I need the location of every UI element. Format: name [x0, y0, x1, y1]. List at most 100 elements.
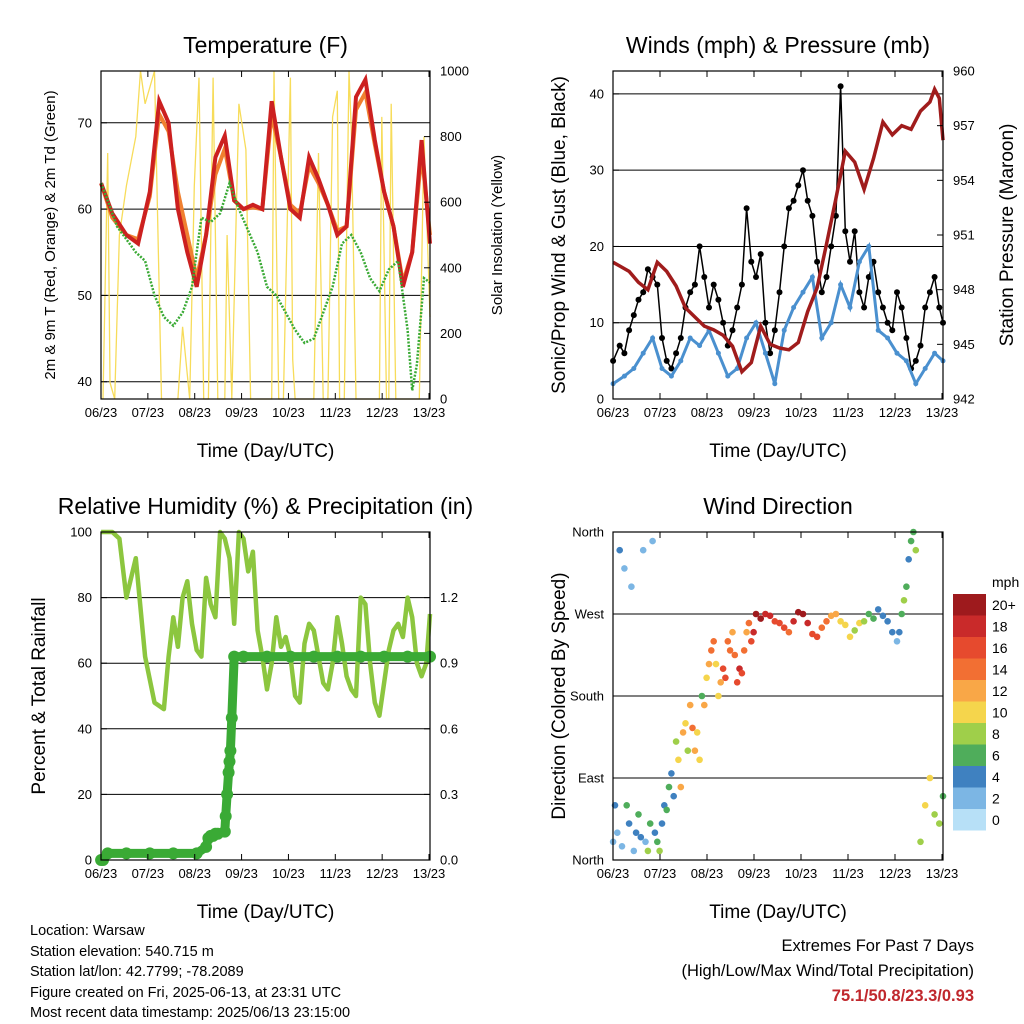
plot-frame	[100, 70, 431, 400]
x-axis-label: Time (Day/UTC)	[709, 902, 847, 923]
x-axis-label: Time (Day/UTC)	[709, 441, 847, 462]
series-pressure-line	[612, 84, 945, 375]
y2-tick-label: 400	[440, 260, 462, 275]
colorbar-label: 4	[992, 769, 1000, 785]
direction-point	[670, 792, 677, 800]
gust-point	[842, 228, 849, 235]
gust-point	[847, 258, 853, 265]
gust-point	[818, 289, 825, 296]
x-tick-label: 11/23	[832, 866, 864, 881]
direction-point	[672, 738, 680, 745]
direction-point	[731, 651, 739, 659]
sonic-point	[697, 343, 703, 349]
y-tick-label: 40	[78, 374, 92, 389]
x-tick-label: 06/23	[597, 405, 630, 420]
sonic-point	[932, 350, 938, 356]
direction-point	[785, 628, 793, 636]
direction-point	[879, 612, 887, 620]
x-axis-label: Time (Day/UTC)	[197, 902, 335, 923]
gust-point	[800, 167, 806, 174]
direction-point	[710, 638, 717, 645]
y-tick-label: 60	[78, 656, 92, 671]
latlon-text: Station lat/lon: 42.7799; -78.2089	[30, 964, 244, 980]
x-axis-label: Time (Day/UTC)	[197, 441, 335, 462]
direction-point	[733, 679, 741, 686]
direction-point	[623, 802, 630, 809]
direction-point	[684, 747, 692, 754]
gust-point	[691, 281, 698, 288]
gust-point	[771, 327, 778, 334]
y-tick-label: North	[572, 525, 604, 540]
precip-point	[221, 788, 234, 801]
precip-point	[331, 650, 344, 663]
direction-point	[722, 674, 729, 682]
x-tick-label: 08/23	[178, 405, 211, 420]
precip-point	[401, 650, 414, 663]
chart-title: Winds (mph) & Pressure (mb)	[626, 32, 930, 58]
direction-point	[813, 633, 821, 641]
y-tick-label: 60	[78, 202, 92, 217]
colorbar-label: 10	[992, 705, 1008, 721]
direction-point	[701, 701, 708, 709]
y2-tick-label: 1000	[440, 64, 469, 79]
direction-point	[715, 692, 722, 700]
gust-point	[781, 243, 788, 250]
y-tick-label: 20	[590, 239, 604, 254]
gust-point	[903, 335, 910, 341]
x-tick-label: 12/23	[366, 866, 399, 881]
x-tick-label: 07/23	[644, 405, 677, 420]
direction-point	[682, 720, 689, 727]
sonic-point	[668, 373, 674, 379]
direction-point	[842, 621, 849, 629]
direction-point	[630, 847, 638, 855]
gust-point	[823, 274, 830, 280]
direction-point	[632, 829, 640, 836]
precip-point	[378, 650, 391, 663]
gust-point	[912, 357, 919, 364]
plot-frame	[100, 531, 431, 861]
colorbar-label: 16	[992, 640, 1008, 656]
x-tick-label: 12/23	[879, 405, 912, 420]
direction-point	[889, 628, 896, 636]
precip-point	[224, 744, 237, 757]
y2-axis-label: Station Pressure (Maroon)	[997, 124, 1018, 347]
colorbar-label: 2	[992, 791, 1000, 807]
sonic-point	[762, 350, 768, 356]
sonic-point	[885, 335, 891, 341]
gust-point	[898, 304, 905, 311]
direction-point	[625, 820, 633, 827]
direction-point	[780, 624, 788, 631]
y-tick-label: 40	[78, 721, 92, 736]
direction-point	[726, 647, 734, 654]
gust-point	[706, 304, 712, 311]
gust-point	[884, 319, 891, 326]
extremes-box: Extremes For Past 7 Days (High/Low/Max W…	[681, 934, 974, 1009]
precip-point	[225, 711, 238, 724]
sonic-point	[800, 289, 806, 295]
y-tick-label: 20	[78, 787, 92, 802]
direction-point	[686, 701, 694, 709]
direction-point	[917, 838, 924, 846]
direction-point	[651, 829, 659, 836]
chart-title: Temperature (F)	[183, 32, 348, 58]
series-rh-line	[101, 529, 433, 718]
direction-point	[635, 811, 642, 818]
y2-tick-label: 960	[953, 64, 975, 79]
sonic-point	[725, 373, 731, 379]
precip-point	[219, 810, 232, 823]
extremes-subtitle: (High/Low/Max Wind/Total Precipitation)	[681, 962, 974, 980]
direction-point	[823, 618, 830, 625]
precip-point	[143, 847, 156, 860]
gust-point	[616, 342, 623, 349]
gust-point	[635, 296, 642, 303]
sonic-point	[819, 335, 825, 341]
sonic-point	[631, 366, 637, 371]
gust-point	[626, 327, 633, 334]
x-tick-label: 09/23	[225, 405, 258, 420]
gust-point	[776, 289, 783, 296]
direction-point	[618, 843, 626, 850]
y-tick-label: 0	[85, 853, 92, 868]
y-tick-label: 0	[597, 392, 604, 407]
direction-point	[668, 770, 675, 777]
